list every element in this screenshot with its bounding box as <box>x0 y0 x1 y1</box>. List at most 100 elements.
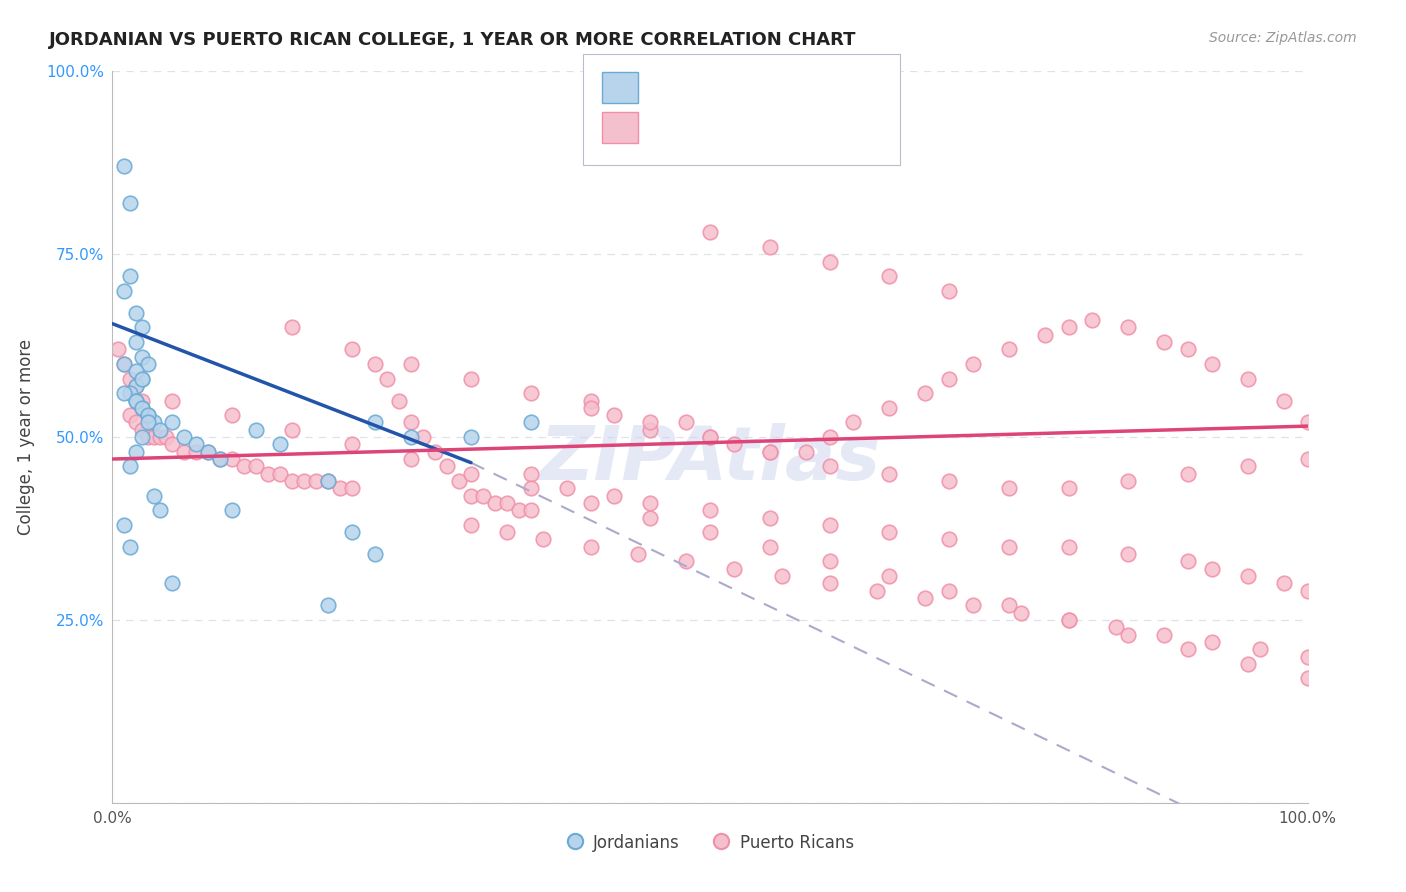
Point <box>340 343 363 357</box>
Point <box>1057 613 1080 627</box>
Point <box>508 503 530 517</box>
Point <box>842 416 865 430</box>
Point <box>938 583 960 598</box>
Point <box>149 503 172 517</box>
Point <box>316 474 339 488</box>
Point <box>472 489 495 503</box>
Point <box>818 254 841 268</box>
Point <box>531 533 554 547</box>
Point <box>114 386 135 401</box>
Point <box>520 386 543 401</box>
Point <box>579 401 602 415</box>
Point <box>114 357 135 371</box>
Point <box>998 481 1021 495</box>
Point <box>1153 627 1175 641</box>
Point <box>143 416 166 430</box>
Point <box>520 503 543 517</box>
Point <box>1118 627 1140 641</box>
Point <box>460 517 482 532</box>
Text: R =  0.096   N = 144: R = 0.096 N = 144 <box>644 119 844 136</box>
Point <box>723 562 745 576</box>
Point <box>233 459 256 474</box>
Point <box>1057 481 1080 495</box>
Point <box>1296 452 1319 467</box>
Point <box>125 379 148 393</box>
Point <box>120 408 142 422</box>
Point <box>1118 320 1140 334</box>
Point <box>120 196 142 211</box>
Point <box>699 430 721 444</box>
Point <box>496 525 519 540</box>
Point <box>131 320 153 334</box>
Point <box>640 510 662 524</box>
Point <box>114 284 135 298</box>
Point <box>627 547 650 561</box>
Point <box>794 444 817 458</box>
Point <box>579 393 602 408</box>
Point <box>1057 320 1080 334</box>
Point <box>759 540 782 554</box>
Point <box>197 444 219 458</box>
Point <box>1177 343 1199 357</box>
Point <box>221 452 243 467</box>
Text: ZIPAtlas: ZIPAtlas <box>540 423 880 496</box>
Point <box>879 467 901 481</box>
Point <box>162 437 183 451</box>
Point <box>962 599 984 613</box>
Point <box>1118 547 1140 561</box>
Point <box>138 408 160 422</box>
Point <box>818 459 841 474</box>
Point <box>1177 642 1199 657</box>
Point <box>131 393 153 408</box>
Point <box>699 225 721 239</box>
Point <box>496 496 519 510</box>
Point <box>603 408 626 422</box>
Point <box>675 554 697 568</box>
Point <box>962 357 984 371</box>
Point <box>484 496 506 510</box>
Point <box>197 444 219 458</box>
Point <box>364 416 387 430</box>
Point <box>120 386 142 401</box>
Text: JORDANIAN VS PUERTO RICAN COLLEGE, 1 YEAR OR MORE CORRELATION CHART: JORDANIAN VS PUERTO RICAN COLLEGE, 1 YEA… <box>49 31 856 49</box>
Point <box>107 343 129 357</box>
Point <box>281 423 304 437</box>
Point <box>120 459 142 474</box>
Point <box>257 467 280 481</box>
Point <box>131 401 153 415</box>
Point <box>866 583 889 598</box>
Point <box>520 467 543 481</box>
Point <box>221 408 243 422</box>
Point <box>143 489 166 503</box>
Point <box>186 437 208 451</box>
Point <box>640 496 662 510</box>
Point <box>281 320 304 334</box>
Point <box>640 423 662 437</box>
Point <box>131 401 153 415</box>
Point <box>1272 393 1295 408</box>
Point <box>1057 613 1080 627</box>
Point <box>914 386 936 401</box>
Point <box>938 371 960 385</box>
Point <box>1105 620 1128 634</box>
Point <box>460 371 482 385</box>
Point <box>938 284 960 298</box>
Point <box>460 489 482 503</box>
Point <box>269 467 291 481</box>
Point <box>555 481 578 495</box>
Point <box>340 525 363 540</box>
Point <box>401 452 423 467</box>
Point <box>131 423 153 437</box>
Point <box>1201 357 1223 371</box>
Point <box>759 444 782 458</box>
Point <box>131 371 153 385</box>
Point <box>1272 576 1295 591</box>
Point <box>125 306 148 320</box>
Point <box>699 503 721 517</box>
Point <box>1153 334 1175 349</box>
Point <box>1033 327 1056 342</box>
Text: Source: ZipAtlas.com: Source: ZipAtlas.com <box>1209 31 1357 45</box>
Point <box>114 517 135 532</box>
Point <box>120 371 142 385</box>
Point <box>138 357 160 371</box>
